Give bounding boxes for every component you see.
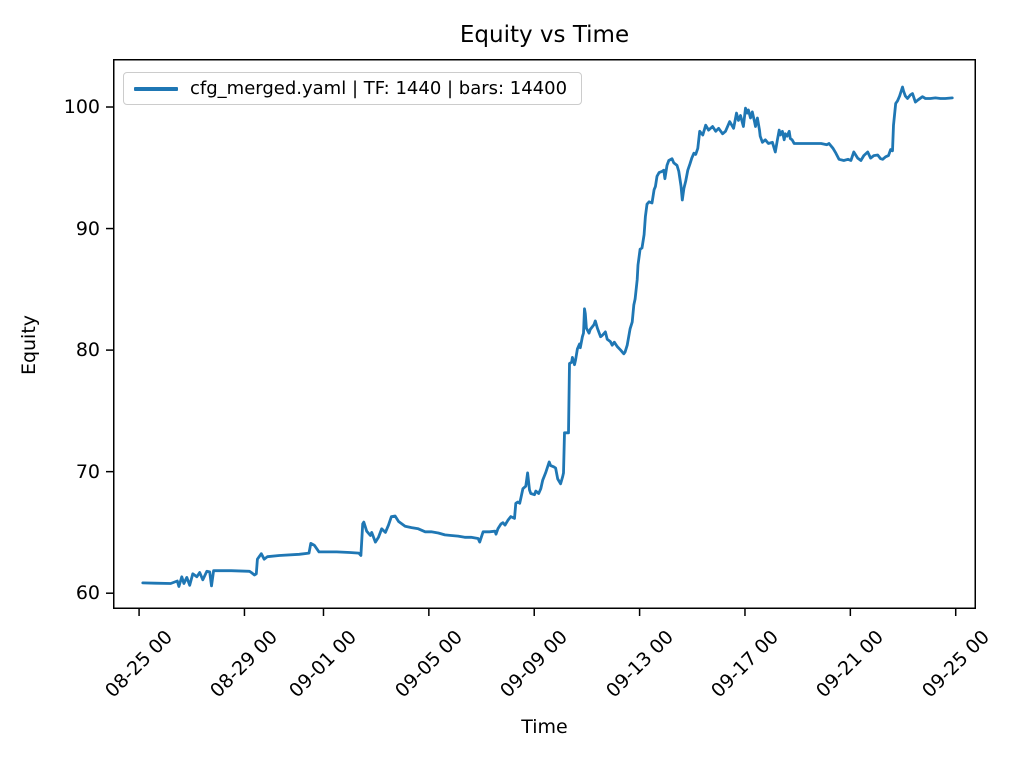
x-tick-label: 08-29 00 — [206, 626, 283, 702]
legend-line-sample — [134, 86, 178, 91]
x-tick-label: 09-13 00 — [601, 626, 678, 702]
x-tick-label: 09-01 00 — [285, 626, 362, 702]
x-tick-label: 09-17 00 — [706, 626, 783, 702]
x-axis-label: Time — [521, 716, 568, 738]
chart-title: Equity vs Time — [459, 22, 630, 48]
equity-line-series — [141, 85, 954, 588]
legend-label: cfg_merged.yaml | TF: 1440 | bars: 14400 — [190, 78, 568, 99]
legend-box: cfg_merged.yaml | TF: 1440 | bars: 14400 — [123, 72, 583, 105]
y-tick-label: 60 — [75, 582, 100, 605]
y-tick-label: 100 — [63, 96, 100, 118]
x-tick-label: 09-05 00 — [390, 626, 467, 702]
axes-spines — [113, 59, 976, 609]
x-tick-label: 09-21 00 — [812, 626, 889, 702]
plot-area — [106, 59, 976, 616]
y-axis-label: Equity — [18, 314, 40, 376]
y-tick-label: 80 — [75, 339, 100, 362]
x-tick-label: 09-09 00 — [496, 626, 573, 702]
y-tick-label: 70 — [75, 460, 100, 483]
x-tick-label: 09-25 00 — [917, 626, 994, 702]
x-tick-label: 08-25 00 — [101, 626, 178, 702]
y-tick-label: 90 — [75, 217, 100, 240]
tick-marks — [106, 106, 957, 616]
